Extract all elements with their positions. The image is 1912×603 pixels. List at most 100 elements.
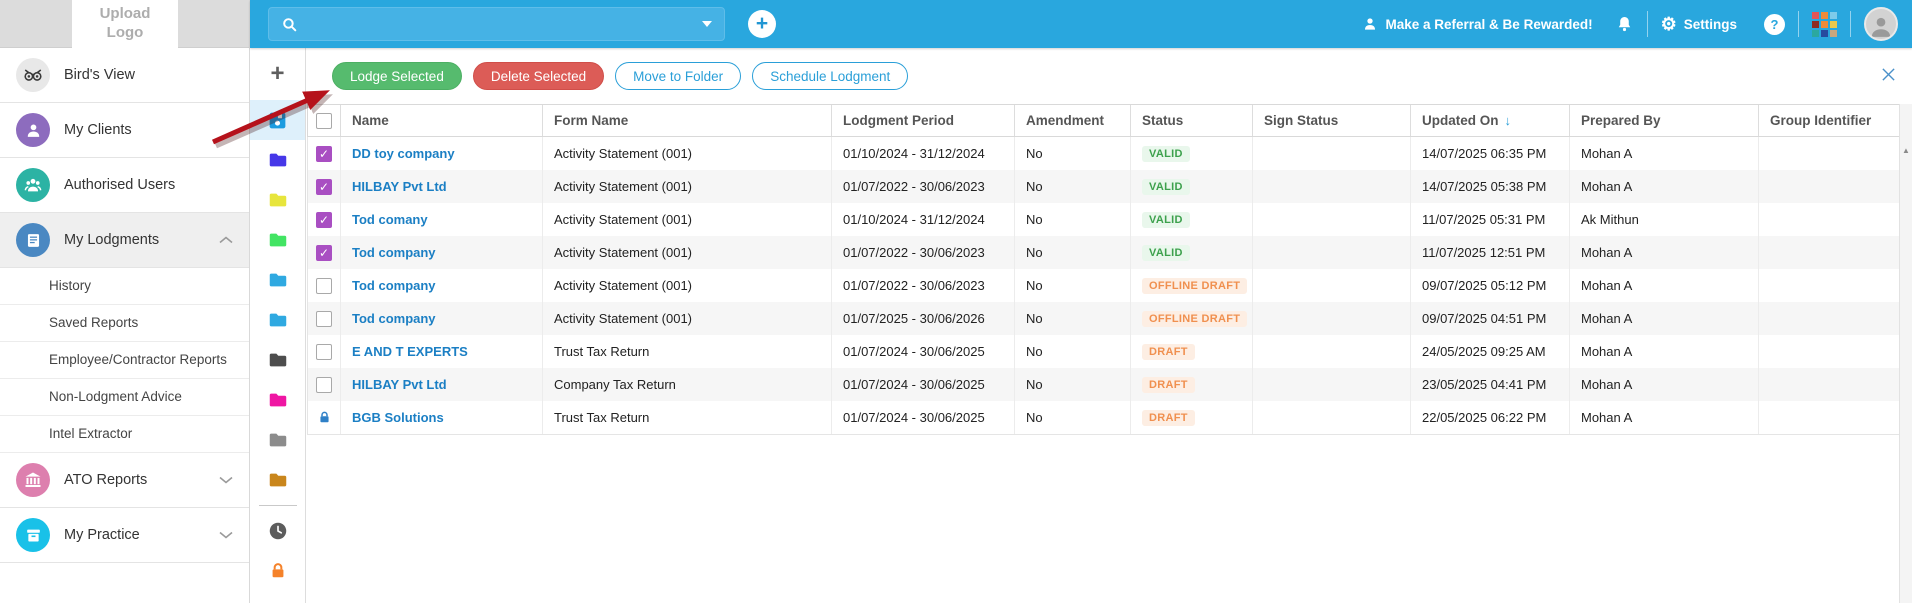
vertical-scrollbar[interactable]: ▲ [1899,104,1912,603]
user-avatar[interactable] [1864,7,1898,41]
sidebar-subitem-saved-reports[interactable]: Saved Reports [0,305,249,342]
row-name-link[interactable]: HILBAY Pvt Ltd [352,179,447,194]
folder-indigo-folder-icon[interactable] [250,140,305,180]
header-actions: Make a Referral & Be Rewarded! ⚙ Setting… [1362,0,1912,48]
settings-button[interactable]: ⚙ Settings [1661,15,1737,33]
upload-logo-button[interactable]: Upload Logo [72,0,178,48]
column-header-updated-on[interactable]: Updated On ↓ [1411,105,1570,136]
column-header-name[interactable]: Name [341,105,543,136]
folder-dark-gray-folder-icon[interactable] [250,340,305,380]
table-row[interactable]: Tod company Activity Statement (001) 01/… [308,269,1899,302]
owl-icon [16,58,50,92]
row-prepared-by: Mohan A [1570,137,1759,170]
table-row[interactable]: ✓ Tod company Activity Statement (001) 0… [308,236,1899,269]
row-checkbox[interactable] [316,376,332,393]
row-name-link[interactable]: Tod company [352,278,436,293]
column-header-group-identifier[interactable]: Group Identifier [1759,105,1899,136]
search-dropdown-caret-icon[interactable] [702,21,712,27]
recent-lodgments-clock-icon[interactable] [250,511,305,551]
column-header-lodgment-period[interactable]: Lodgment Period [832,105,1015,136]
global-search-box[interactable] [268,7,725,41]
folder-green-folder-icon[interactable] [250,220,305,260]
delete-selected-button[interactable]: Delete Selected [472,62,605,90]
sidebar-subitem-employee-contractor-reports[interactable]: Employee/Contractor Reports [0,342,249,379]
folder-amber-folder-icon[interactable] [250,460,305,500]
row-updated-on: 14/07/2025 05:38 PM [1411,170,1570,203]
sidebar-subitem-non-lodgment-advice[interactable]: Non-Lodgment Advice [0,379,249,416]
table-row[interactable]: ✓ DD toy company Activity Statement (001… [308,137,1899,170]
table-row[interactable]: ✓ Tod comany Activity Statement (001) 01… [308,203,1899,236]
table-row[interactable]: HILBAY Pvt Ltd Company Tax Return 01/07/… [308,368,1899,401]
column-header-prepared-by[interactable]: Prepared By [1570,105,1759,136]
row-name-link[interactable]: HILBAY Pvt Ltd [352,377,447,392]
row-checkbox[interactable] [316,277,332,294]
help-icon[interactable]: ? [1764,13,1785,35]
status-badge: DRAFT [1142,409,1195,426]
grid-square [1812,20,1819,28]
folder-pink-folder-icon[interactable] [250,380,305,420]
row-name-link[interactable]: Tod company [352,311,436,326]
sidebar-item-my-lodgments[interactable]: My Lodgments [0,213,249,268]
sidebar-item-label: Bird's View [64,67,135,83]
column-header-sign-status[interactable]: Sign Status [1253,105,1411,136]
add-button[interactable]: + [748,10,776,38]
row-checkbox[interactable]: ✓ [316,178,332,195]
table-row[interactable]: E AND T EXPERTS Trust Tax Return 01/07/2… [308,335,1899,368]
sidebar-subitem-intel-extractor[interactable]: Intel Extractor [0,416,249,453]
row-sign-status [1253,302,1411,335]
all-lodgments-folder-save-icon[interactable] [250,100,305,140]
sidebar-item-ato-reports[interactable]: ATO Reports [0,453,249,508]
table-row[interactable]: BGB Solutions Trust Tax Return 01/07/202… [308,401,1899,434]
sort-descending-icon[interactable]: ↓ [1504,113,1512,128]
folder-sky-2-folder-icon[interactable] [250,300,305,340]
table-row[interactable]: Tod company Activity Statement (001) 01/… [308,302,1899,335]
row-checkbox[interactable] [316,343,332,360]
apps-grid-icon[interactable] [1812,11,1837,37]
column-header-label: Prepared By [1581,113,1661,128]
move-to-folder-button[interactable]: Move to Folder [615,62,742,90]
column-header-status[interactable]: Status [1131,105,1253,136]
row-amendment: No [1015,302,1131,335]
row-status-cell: VALID [1131,137,1253,170]
locked-lodgments-lock-icon[interactable] [250,551,305,591]
row-group-identifier [1759,170,1899,203]
sidebar-item-authorised-users[interactable]: Authorised Users [0,158,249,213]
select-all-checkbox[interactable] [316,112,332,129]
row-group-identifier [1759,137,1899,170]
sidebar-subitem-history[interactable]: History [0,268,249,305]
scroll-up-icon[interactable]: ▲ [1902,146,1910,155]
schedule-lodgment-button[interactable]: Schedule Lodgment [752,62,909,90]
sidebar-item-my-practice[interactable]: My Practice [0,508,249,563]
header-divider [1646,11,1648,37]
settings-label: Settings [1683,16,1737,32]
add-folder-button[interactable]: + [270,60,285,87]
header-divider [1798,11,1799,37]
row-checkbox[interactable] [316,310,332,327]
close-icon[interactable] [1881,67,1896,87]
referral-link[interactable]: Make a Referral & Be Rewarded! [1362,16,1593,32]
folder-gray-folder-icon[interactable] [250,420,305,460]
search-input[interactable] [308,16,702,32]
table-row[interactable]: ✓ HILBAY Pvt Ltd Activity Statement (001… [308,170,1899,203]
row-name-link[interactable]: Tod company [352,245,436,260]
row-checkbox[interactable]: ✓ [316,244,332,261]
lodge-selected-button[interactable]: Lodge Selected [332,62,462,90]
row-name-link[interactable]: DD toy company [352,146,455,161]
column-header-form-name[interactable]: Form Name [543,105,832,136]
column-header-amendment[interactable]: Amendment [1015,105,1131,136]
folder-sky-1-folder-icon[interactable] [250,260,305,300]
sidebar-item-bird-s-view[interactable]: Bird's View [0,48,249,103]
row-prepared-by: Mohan A [1570,401,1759,434]
grid-square [1821,29,1828,37]
sidebar-item-my-clients[interactable]: My Clients [0,103,249,158]
row-name-link[interactable]: BGB Solutions [352,410,444,425]
row-name-link[interactable]: E AND T EXPERTS [352,344,468,359]
row-checkbox[interactable]: ✓ [316,145,332,162]
row-name-link[interactable]: Tod comany [352,212,428,227]
grid-square [1821,20,1828,28]
search-icon [281,16,298,33]
row-checkbox[interactable]: ✓ [316,211,332,228]
chevron-down-icon [219,471,233,489]
folder-yellow-folder-icon[interactable] [250,180,305,220]
notifications-bell-icon[interactable] [1615,15,1634,34]
